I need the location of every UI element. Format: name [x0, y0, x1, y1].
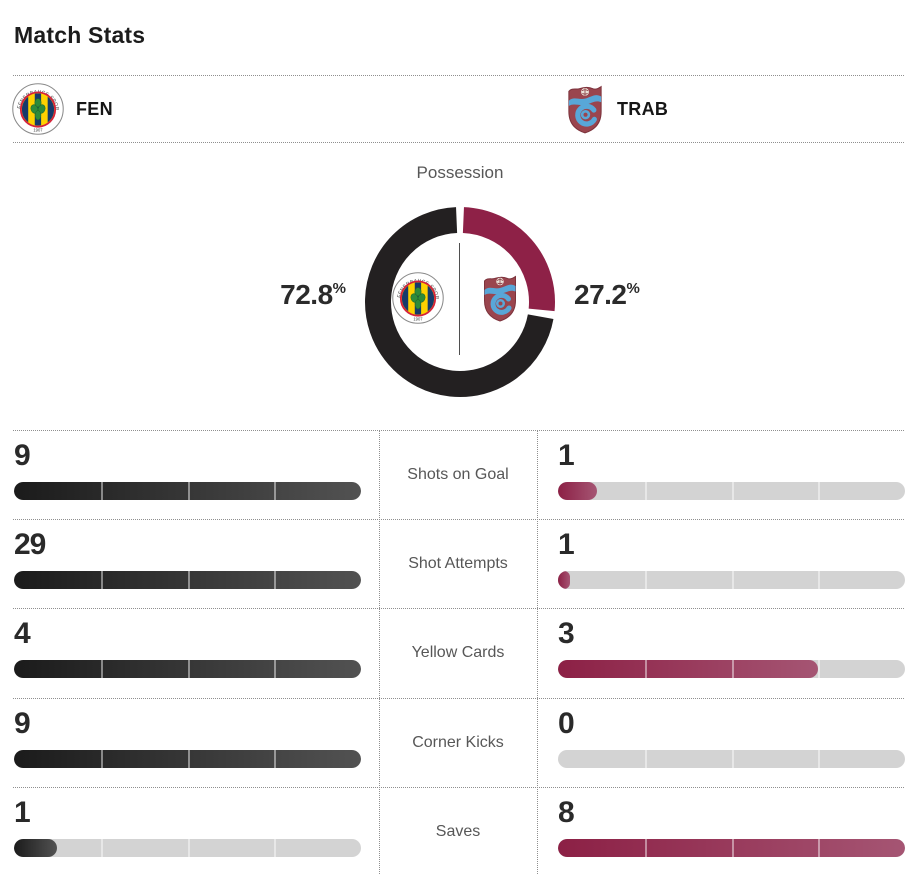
- home-donut-segment: [365, 207, 554, 397]
- away-stat-bar: [558, 571, 905, 589]
- away-stat-value: 3: [558, 617, 575, 650]
- trabzonspor-crest-icon: [481, 273, 519, 323]
- stat-label: Shot Attempts: [408, 554, 508, 572]
- home-stat-value: 9: [14, 439, 31, 472]
- table-divider-right: [537, 430, 538, 874]
- home-possession-value: 72.8%: [280, 279, 346, 310]
- home-team-link[interactable]: FEN: [12, 75, 113, 143]
- possession-title: Possession: [416, 163, 504, 182]
- stat-row-shots-on-goal: 9 Shots on Goal 1: [0, 430, 920, 519]
- home-stat-value: 9: [14, 707, 31, 740]
- home-stat-bar: [14, 839, 361, 857]
- home-stat-value: 4: [14, 617, 31, 650]
- fenerbahce-crest-icon: [392, 272, 444, 324]
- away-donut-segment: [462, 207, 555, 312]
- home-stat-bar: [14, 482, 361, 500]
- away-stat-bar: [558, 660, 905, 678]
- home-stat-bar: [14, 571, 361, 589]
- page-title: Match Stats: [14, 22, 146, 48]
- table-divider-left: [379, 430, 380, 874]
- away-stat-bar: [558, 839, 905, 857]
- stat-row-saves: 1 Saves 8: [0, 787, 920, 876]
- home-stat-value: 1: [14, 796, 31, 829]
- away-possession-value: 27.2%: [574, 279, 640, 310]
- stat-label: Saves: [435, 822, 481, 840]
- away-stat-value: 8: [558, 796, 575, 829]
- possession-donut-chart: [365, 207, 555, 397]
- team-header-row: FEN TRAB: [0, 75, 920, 143]
- away-team-link[interactable]: TRAB: [565, 75, 668, 143]
- stat-row-yellow-cards: 4 Yellow Cards 3: [0, 608, 920, 697]
- stat-row-shot-attempts: 29 Shot Attempts 1: [0, 519, 920, 608]
- stat-label: Shots on Goal: [407, 465, 509, 483]
- away-stat-value: 1: [558, 439, 575, 472]
- away-team-abbr: TRAB: [617, 98, 669, 119]
- possession-section: Possession 72.8% 27.2%: [0, 143, 920, 430]
- home-team-abbr: FEN: [76, 98, 113, 119]
- home-stat-value: 29: [14, 528, 46, 561]
- stat-label: Yellow Cards: [411, 643, 505, 661]
- trabzonspor-crest-icon: [565, 83, 605, 135]
- donut-center-divider: [459, 243, 460, 355]
- away-stat-value: 0: [558, 707, 575, 740]
- away-stat-bar: [558, 482, 905, 500]
- home-stat-bar: [14, 660, 361, 678]
- stats-table: 9 Shots on Goal 1 29 Shot Attempts 1 4 Y…: [0, 430, 920, 874]
- stat-row-corner-kicks: 9 Corner Kicks 0: [0, 698, 920, 787]
- stat-label: Corner Kicks: [412, 733, 504, 751]
- away-stat-bar: [558, 750, 905, 768]
- away-stat-value: 1: [558, 528, 575, 561]
- home-stat-bar: [14, 750, 361, 768]
- fenerbahce-crest-icon: [12, 83, 64, 135]
